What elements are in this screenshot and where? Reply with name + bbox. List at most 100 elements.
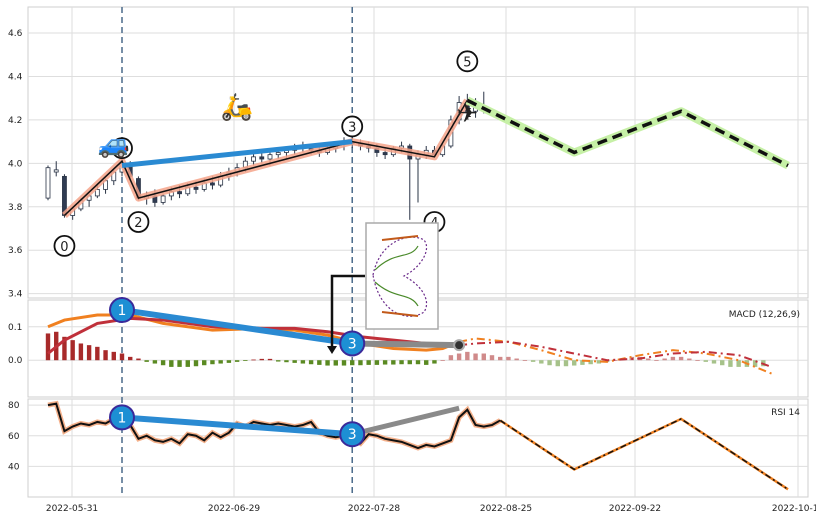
macd-hist-bar: [736, 360, 741, 367]
price-y-tick: 4.6: [8, 29, 23, 39]
macd-hist-bar: [580, 360, 585, 365]
macd-hist-bar: [424, 360, 429, 365]
macd-hist-bar: [489, 355, 495, 361]
macd-panel: [45, 307, 772, 375]
macd-hist-bar: [481, 353, 486, 361]
macd-hist-bar: [160, 360, 166, 366]
x-tick-label: 2022-07-28: [348, 504, 401, 514]
macd-hist-bar: [473, 353, 478, 361]
pivot-marker: [111, 137, 133, 160]
macd-hist-bar: [267, 358, 273, 361]
rsi-projection-line: [499, 418, 789, 490]
macd-hist-bar: [86, 345, 92, 361]
macd-hist-bar: [317, 360, 322, 365]
macd-hist-bar: [646, 358, 651, 361]
macd-hist-bar: [728, 360, 733, 367]
candle-body: [210, 182, 215, 186]
macd-hist-bar: [448, 355, 454, 361]
macd-hist-bar: [506, 356, 511, 361]
macd-hist-bar: [498, 356, 503, 361]
marker-circle: [339, 421, 366, 448]
candle-body: [160, 195, 166, 203]
macd-hist-bar: [391, 360, 396, 365]
macd-hist-bar: [662, 358, 667, 361]
scooter-icon: 🛵: [221, 93, 253, 123]
macd-hist-bar: [284, 360, 289, 363]
macd-hist-bar: [152, 360, 158, 364]
price-trend-line: [121, 139, 353, 169]
macd-y-tick: 0.1: [8, 323, 22, 333]
macd-hist-bar: [711, 360, 717, 364]
macd-hist-bar: [687, 358, 692, 361]
candle-body: [94, 189, 100, 197]
macd-hist-bar: [695, 360, 700, 362]
marker-label: 3: [348, 336, 357, 352]
rsi-frame: [27, 398, 809, 498]
marker-label: 3: [348, 427, 357, 443]
macd-hist-bar: [596, 360, 602, 364]
price-y-tick: 4.4: [8, 72, 23, 82]
pivot-marker: [341, 115, 364, 138]
x-tick-label: 2022-05-31: [46, 504, 98, 514]
projection-line: [466, 98, 789, 168]
marker-label: 1: [118, 303, 127, 319]
rsi-trend-line: [121, 414, 353, 438]
macd-hist-bar: [539, 360, 544, 364]
x-tick-label: 2022-08-25: [480, 504, 532, 514]
pivot-label: 3: [348, 120, 356, 135]
macd-hist-bar: [588, 360, 593, 365]
pivot-label: 0: [60, 240, 68, 255]
rsi-y-tick: 60: [8, 432, 20, 442]
macd-hist-bar: [415, 360, 421, 365]
macd-hist-bar: [45, 333, 51, 361]
macd-hist-bar: [136, 358, 141, 361]
inset-drawing: [372, 236, 428, 317]
macd-hist-bar: [234, 360, 240, 362]
overlay: 1 3 1 3: [109, 222, 439, 448]
macd-hist-bar: [193, 360, 199, 367]
price-y-tick: 4.0: [8, 159, 23, 169]
car-icon: 🚙: [98, 130, 130, 160]
macd-hist-bar: [169, 360, 174, 367]
macd-hist-bar: [243, 360, 248, 362]
macd-hist-bar: [407, 360, 412, 365]
grid: 3.4 3.6 3.8 4.0 4.2 4.4 4.6 0.0 0.1 40 60 80 2022-05…: [8, 6, 816, 514]
price-y-tick: 3.8: [8, 203, 23, 213]
rsi-y-tick: 80: [8, 401, 20, 411]
macd-hist-bar: [62, 336, 67, 361]
macd-hist-bar: [382, 360, 388, 365]
airplane-icon: ✈: [456, 99, 478, 129]
macd-hist-bar: [678, 356, 684, 361]
macd-hist-bar: [440, 360, 445, 362]
macd-gray-endpoint: [453, 339, 466, 352]
macd-hist-bar: [218, 360, 223, 364]
macd-gray-line: [352, 340, 460, 349]
price-y-tick: 4.2: [8, 116, 22, 126]
macd-hist-bar: [292, 360, 297, 363]
macd-hist-bar: [95, 346, 100, 361]
macd-hist-bar: [251, 359, 256, 361]
inset-drawing-rail: [381, 235, 419, 317]
macd-hist-bar: [177, 360, 182, 367]
macd-line-projection: [458, 337, 772, 375]
macd-hist-bar: [300, 360, 306, 364]
macd-hist-bar: [752, 360, 758, 367]
macd-hist-bar: [530, 360, 536, 362]
macd-hist-bar: [226, 360, 232, 363]
marker-circle: [109, 404, 135, 431]
macd-hist-bar: [366, 360, 371, 365]
macd-hist-bar: [465, 351, 470, 361]
price-y-tick: 3.6: [8, 246, 23, 256]
rsi-y-tick: 40: [8, 462, 20, 472]
pivot-label: 2: [134, 216, 142, 231]
macd-hist-bar: [456, 353, 462, 361]
pivot-label: 1: [118, 142, 126, 157]
macd-hist-bar: [654, 360, 659, 362]
pivot-marker: [456, 50, 479, 73]
x-tick-label: 2022-09-22: [609, 504, 661, 514]
macd-hist-bar: [185, 360, 190, 367]
candle-body: [259, 156, 265, 160]
macd-hist-bar: [111, 351, 116, 361]
inset-thumbnail: [365, 222, 439, 330]
